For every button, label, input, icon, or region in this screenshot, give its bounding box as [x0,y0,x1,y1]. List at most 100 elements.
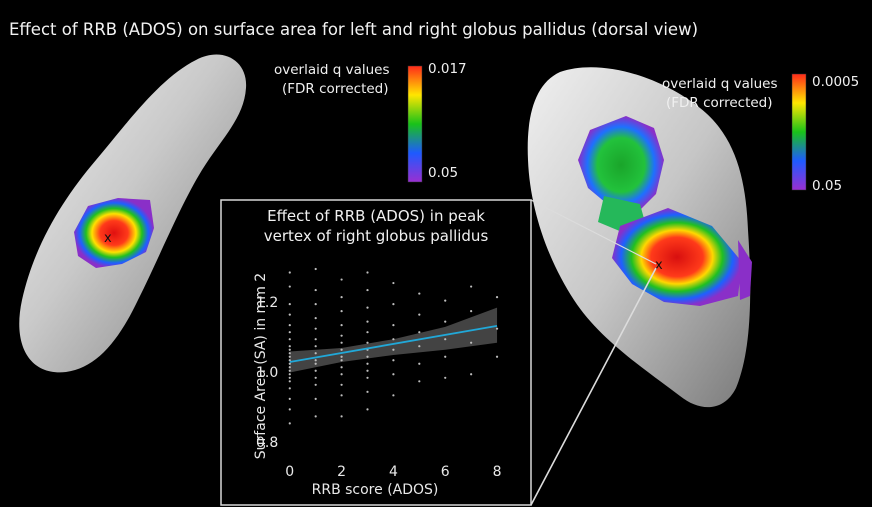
scatter-point [314,267,317,271]
scatter-point [340,334,343,337]
scatter-point [340,415,343,418]
scatter-point [366,341,369,344]
scatter-point [340,341,343,344]
scatter-point [288,324,291,327]
figure-title: Effect of RRB (ADOS) on surface area for… [9,20,699,39]
scatter-point [444,376,447,379]
scatter-point [340,383,343,386]
colorbar-right [791,73,807,191]
scatter-point [392,303,395,306]
scatter-point [470,310,473,313]
scatter-point [314,369,317,372]
left-peak-marker: x [104,231,112,246]
scatter-point [418,380,421,383]
callout-line-bottom [530,267,657,506]
scatter-point [366,355,369,358]
scatter-point [288,331,291,334]
scatter-point [288,373,291,376]
scatter-point [288,366,291,369]
scatter-point [314,397,317,400]
scatter-point [314,327,317,330]
x-axis-label: RRB score (ADOS) [311,482,439,498]
scatter-point [288,422,291,425]
scatter-point [288,408,291,411]
scatter-point [392,359,395,362]
colorbar-right-label-line1: overlaid q values [662,76,778,92]
scatter-point [340,295,343,299]
scatter-point [366,288,369,292]
scatter-point [288,348,291,351]
scatter-point [314,415,317,418]
scatter-point [366,376,369,379]
scatter-point [340,278,343,281]
scatter-point [314,352,317,355]
colorbar-left [407,65,423,183]
scatter-point [366,271,369,274]
right-activation-cluster-lower [612,208,742,306]
scatter-point [288,345,291,348]
x-tick-label: 8 [492,464,502,480]
scatter-point [366,408,369,411]
scatter-point [418,313,421,316]
fit-line [289,324,498,363]
colorbar-right-min: 0.05 [812,178,843,194]
colorbar-left-max: 0.017 [428,61,467,77]
scatter-point [470,285,473,288]
inset-title-line2: vertex of right globus pallidus [263,227,489,245]
right-activation-cluster-upper [578,116,664,214]
scatter-point [340,373,343,376]
scatter-point [444,320,447,323]
scatter-point [288,362,291,365]
scatter-point [495,327,499,330]
scatter-point [418,345,421,348]
scatter-point [392,281,395,285]
x-tick-label: 6 [440,464,450,480]
scatter-point [366,320,369,323]
scatter-point [444,299,447,302]
scatter-point [366,369,369,372]
scatter-point [288,303,291,306]
scatter-point [366,306,369,309]
colorbar-left-label-line2: (FDR corrected) [282,81,389,97]
scatter-point [470,373,473,376]
scatter-point [392,348,395,351]
scatter-point [340,324,343,327]
scatter-point [314,359,317,362]
scatter-point [366,362,369,365]
colorbar-right-label-line2: (FDR corrected) [666,95,773,111]
scatter-point [288,397,291,400]
scatter-point [314,362,317,365]
scatter-point [314,345,317,348]
scatter-point [340,366,343,369]
y-tick-label: 0.8 [256,435,279,452]
scatter-point [392,373,395,376]
right-peak-marker: x [655,258,663,273]
callout-line-top [530,199,657,265]
scatter-point [288,380,291,383]
y-tick-label: 1.2 [256,295,279,312]
scatter-point [314,338,317,341]
x-tick-label: 4 [388,464,398,480]
colorbar-left-min: 0.05 [428,165,459,181]
scatter-point [392,324,395,327]
left-activation-cluster [74,198,154,268]
scatter-point [314,303,317,306]
scatter-point [495,355,499,358]
scatter-point [314,288,317,292]
scatter-point [470,341,473,344]
scatter-point [288,285,291,288]
scatter-point [314,383,317,386]
scatter-point [288,271,291,274]
scatter-point [288,369,291,372]
scatter-point [340,348,343,351]
colorbar-left-label-line1: overlaid q values [274,62,390,78]
scatter-point [340,394,343,397]
scatter-point [444,338,447,341]
scatter-point [418,292,421,295]
scatter-point [288,352,291,355]
scatter-point [418,331,421,334]
right-activation-edge [738,240,752,300]
scatter-point [366,390,369,393]
